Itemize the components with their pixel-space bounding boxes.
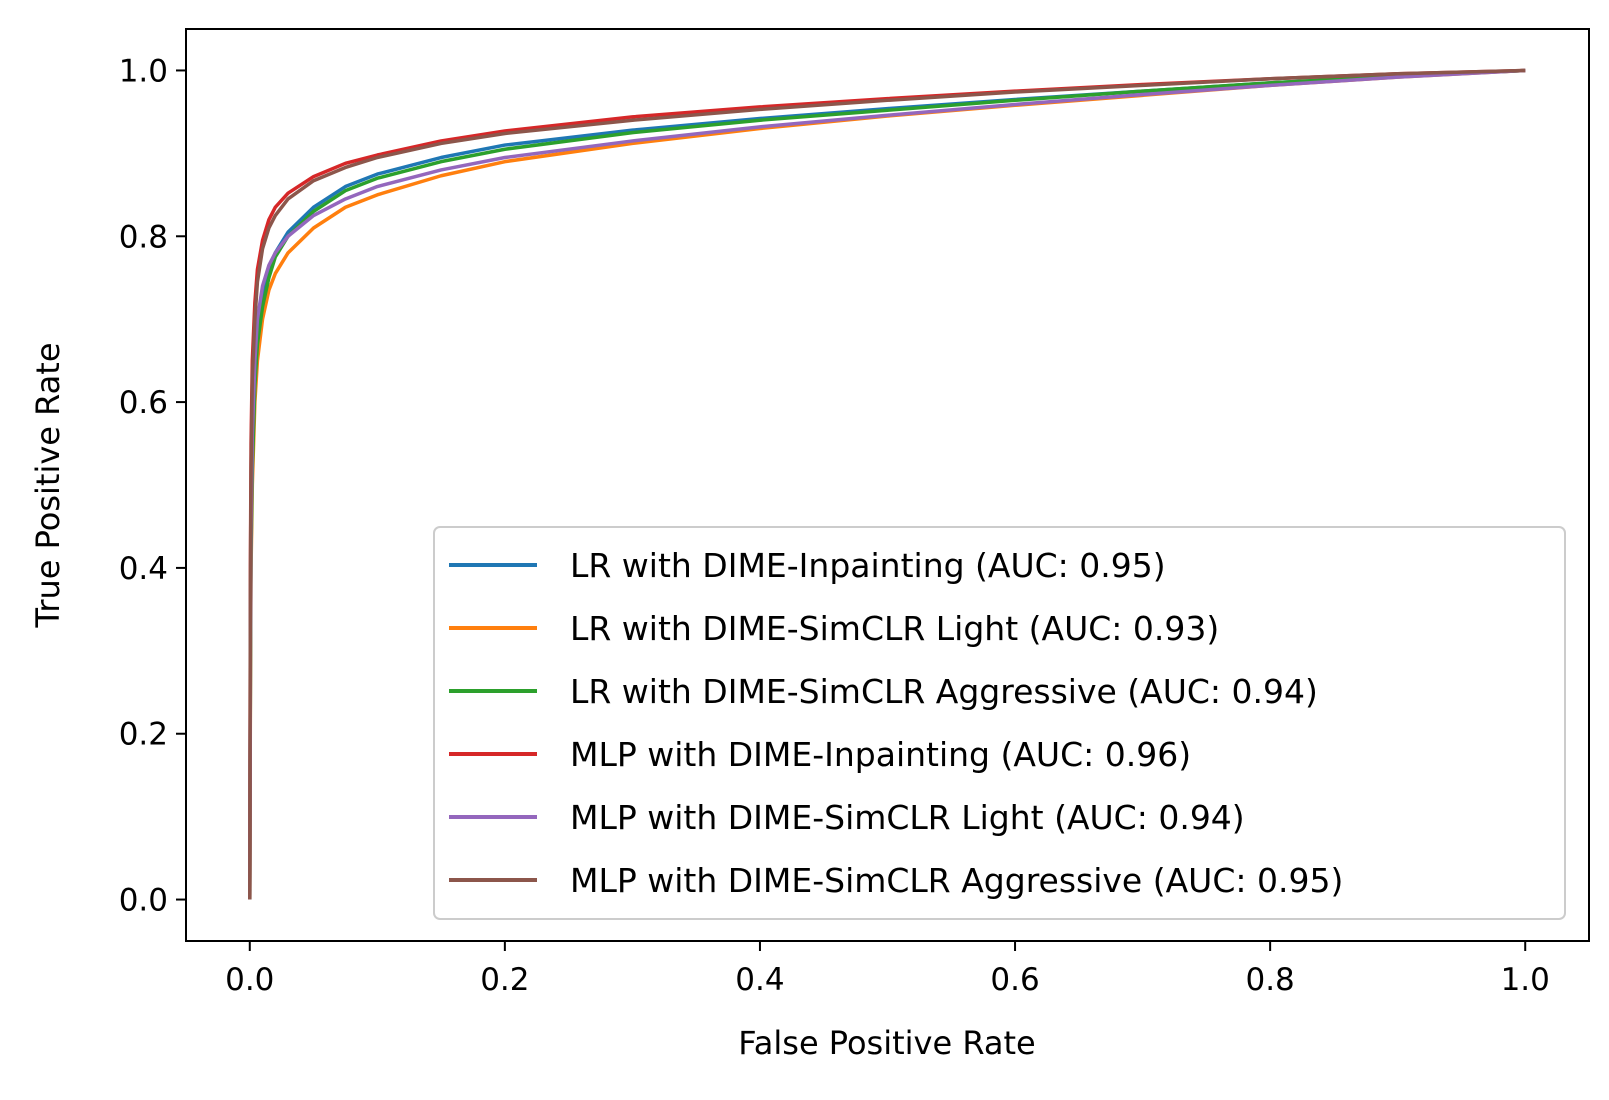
- legend-label: MLP with DIME-Inpainting (AUC: 0.96): [570, 735, 1191, 774]
- x-tick-label: 0.2: [480, 962, 529, 998]
- legend-entry: MLP with DIME-Inpainting (AUC: 0.96): [449, 735, 1191, 774]
- legend-entry: LR with DIME-SimCLR Aggressive (AUC: 0.9…: [449, 672, 1318, 711]
- legend-label: LR with DIME-SimCLR Light (AUC: 0.93): [570, 609, 1219, 648]
- y-tick-label: 0.0: [119, 883, 168, 919]
- x-tick-label: 0.8: [1245, 962, 1294, 998]
- axes-frame: [185, 28, 1590, 942]
- y-axis-label: True Positive Rate: [29, 342, 67, 628]
- legend-entry: MLP with DIME-SimCLR Light (AUC: 0.94): [449, 798, 1245, 837]
- legend-label: LR with DIME-Inpainting (AUC: 0.95): [570, 546, 1166, 585]
- legend-box: [433, 526, 1566, 920]
- legend-entry: LR with DIME-SimCLR Light (AUC: 0.93): [449, 609, 1219, 648]
- legend-label: MLP with DIME-SimCLR Aggressive (AUC: 0.…: [570, 861, 1343, 900]
- y-tick-label: 1.0: [119, 53, 168, 89]
- legend-label: LR with DIME-SimCLR Aggressive (AUC: 0.9…: [570, 672, 1318, 711]
- x-axis-label: False Positive Rate: [738, 1024, 1035, 1062]
- legend-entry: MLP with DIME-SimCLR Aggressive (AUC: 0.…: [449, 861, 1343, 900]
- y-tick-label: 0.6: [119, 385, 168, 421]
- series-line-6: [248, 68, 1526, 900]
- legend: LR with DIME-Inpainting (AUC: 0.95) LR wi…: [433, 526, 1566, 920]
- x-axis-ticks: 0.0 0.2 0.4 0.6 0.8 1.0: [225, 941, 1550, 998]
- y-axis-ticks: 0.0 0.2 0.4 0.6 0.8 1.0: [119, 53, 186, 919]
- legend-label: MLP with DIME-SimCLR Light (AUC: 0.94): [570, 798, 1245, 837]
- y-tick-label: 0.2: [119, 717, 168, 753]
- legend-entry: LR with DIME-Inpainting (AUC: 0.95): [449, 546, 1166, 585]
- x-tick-label: 0.0: [225, 962, 274, 998]
- y-tick-label: 0.8: [119, 219, 168, 255]
- x-tick-label: 0.4: [735, 962, 784, 998]
- x-tick-label: 0.6: [990, 962, 1039, 998]
- y-tick-label: 0.4: [119, 551, 168, 587]
- series-line-5: [248, 68, 1526, 900]
- x-tick-label: 1.0: [1501, 962, 1550, 998]
- series-layer: [248, 68, 1526, 900]
